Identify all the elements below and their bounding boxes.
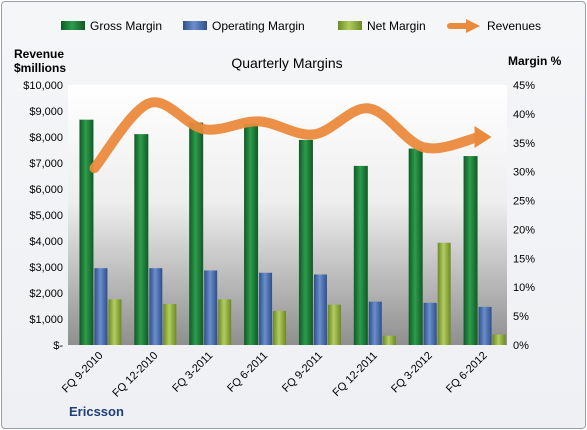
left-tick-label: $6,000 [29, 184, 63, 196]
x-axis-ticks: FQ 9-2010 FQ 12-2010 FQ 3-2011 FQ 6-2011 FQ … [60, 350, 490, 400]
net-margin-bar [492, 334, 506, 345]
right-tick-label: 30% [513, 167, 535, 179]
gross-margin-bar [134, 134, 149, 345]
gross-margin-bar [463, 156, 478, 345]
x-tick-label: FQ 3-2011 [170, 350, 215, 395]
left-axis-ticks: $- $1,000 $2,000 $3,000 $4,000 $5,000 $6,000 $7… [23, 80, 63, 352]
gross-margin-bar [79, 119, 94, 346]
legend-swatch-gross-margin [61, 21, 85, 30]
x-tick-label: FQ 3-2012 [389, 350, 435, 396]
net-margin-bar [218, 299, 232, 345]
operating-margin-bar [259, 272, 273, 345]
company-label: Ericsson [69, 404, 124, 419]
gross-margin-bar [189, 122, 204, 345]
right-tick-label: 0% [513, 340, 529, 352]
operating-margin-bar [423, 302, 437, 345]
right-tick-label: 25% [513, 196, 535, 208]
right-tick-label: 15% [513, 253, 535, 265]
net-margin-bar [163, 303, 177, 345]
net-margin-bar [108, 299, 122, 345]
legend-swatch-operating-margin [183, 21, 207, 30]
revenue-line [89, 97, 492, 174]
legend-label-revenues: Revenues [487, 19, 541, 33]
gross-margin-bar [244, 123, 259, 345]
legend-label-gross-margin: Gross Margin [90, 19, 162, 33]
net-margin-bar [273, 310, 287, 345]
left-tick-label: $5,000 [29, 210, 63, 222]
x-tick-label: FQ 12-2010 [110, 350, 160, 400]
chart-title: Quarterly Margins [231, 55, 342, 71]
right-tick-label: 40% [513, 109, 535, 121]
left-tick-label: $4,000 [29, 236, 63, 248]
x-tick-label: FQ 6-2011 [225, 350, 270, 395]
left-tick-label: $2,000 [29, 288, 63, 300]
net-margin-bar [382, 335, 396, 345]
bars [79, 119, 506, 346]
left-tick-label: $8,000 [29, 132, 63, 144]
legend-swatch-net-margin [338, 21, 362, 30]
right-axis-title: Margin % [508, 54, 562, 68]
right-tick-label: 20% [513, 224, 535, 236]
left-tick-label: $7,000 [29, 158, 63, 170]
left-axis-title-line1: Revenue [14, 47, 64, 61]
x-tick-label: FQ 12-2011 [331, 350, 380, 399]
right-tick-label: 35% [513, 138, 535, 150]
operating-margin-bar [313, 274, 327, 345]
net-margin-bar [327, 304, 341, 345]
operating-margin-bar [478, 306, 492, 345]
net-margin-bar [437, 242, 451, 345]
right-tick-label: 45% [513, 80, 535, 92]
left-axis-title-line2: $millions [14, 61, 66, 75]
left-tick-label: $9,000 [29, 106, 63, 118]
operating-margin-bar [94, 268, 108, 345]
gross-margin-bar [408, 148, 423, 345]
gross-margin-bar [298, 139, 313, 345]
left-tick-label: $- [53, 340, 63, 352]
x-tick-label: FQ 9-2010 [60, 350, 106, 396]
operating-margin-bar [204, 270, 218, 345]
right-axis-ticks: 0% 5% 10% 15% 20% 25% 30% 35% 40% 45% [513, 80, 535, 352]
x-tick-label: FQ 9-2011 [280, 350, 325, 395]
operating-margin-bar [368, 301, 382, 345]
revenue-line-arrowhead [474, 126, 492, 148]
legend-arrowhead-revenues [466, 19, 480, 33]
gross-margin-bar [353, 165, 368, 345]
legend-label-operating-margin: Operating Margin [212, 19, 305, 33]
legend: Gross Margin Operating Margin Net Margin… [61, 19, 541, 33]
left-tick-label: $10,000 [23, 80, 63, 92]
x-tick-label: FQ 6-2012 [444, 350, 490, 396]
right-tick-label: 10% [513, 282, 535, 294]
left-tick-label: $1,000 [29, 314, 63, 326]
right-tick-label: 5% [513, 311, 529, 323]
left-tick-label: $3,000 [29, 262, 63, 274]
operating-margin-bar [149, 268, 163, 345]
legend-label-net-margin: Net Margin [367, 19, 426, 33]
